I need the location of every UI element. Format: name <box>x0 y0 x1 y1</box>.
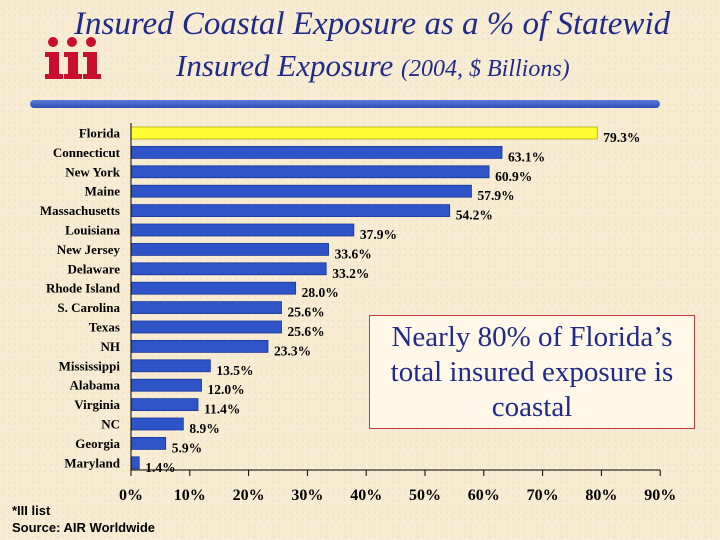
chart-title-units: (2004, $ Billions) <box>401 56 570 82</box>
x-tick-label: 30% <box>291 487 323 504</box>
bar <box>130 126 598 140</box>
category-label: Connecticut <box>53 145 121 160</box>
data-label: 13.5% <box>216 363 253 378</box>
bar <box>130 359 211 373</box>
bar <box>130 320 282 334</box>
bar <box>130 436 167 450</box>
callout-box: Nearly 80% of Florida’s total insured ex… <box>369 315 695 429</box>
x-tick-label: 40% <box>350 487 382 504</box>
bar <box>130 165 490 179</box>
bar <box>130 223 355 237</box>
bar <box>130 204 451 218</box>
x-tick-label: 60% <box>468 487 500 504</box>
category-label: Alabama <box>69 378 120 393</box>
chart-title-line2: Insured Exposure (2004, $ Billions) <box>176 48 720 84</box>
data-label: 33.6% <box>335 246 372 261</box>
category-label: Maine <box>85 184 121 199</box>
data-label: 5.9% <box>172 440 202 455</box>
data-label: 79.3% <box>603 130 640 145</box>
footnote-source: Source: AIR Worldwide <box>12 520 156 535</box>
data-label: 23.3% <box>274 343 311 358</box>
bar <box>130 301 282 315</box>
bar <box>130 339 269 353</box>
x-tick-label: 20% <box>233 487 265 504</box>
category-label: Virginia <box>74 397 120 412</box>
category-label: Delaware <box>68 261 121 276</box>
data-label: 63.1% <box>508 149 545 164</box>
bar <box>130 417 184 431</box>
title-divider <box>30 100 660 108</box>
category-label: Mississippi <box>59 358 121 373</box>
bar <box>130 184 472 198</box>
data-label: 11.4% <box>204 402 240 417</box>
category-label: NH <box>101 339 121 354</box>
bar <box>130 281 297 295</box>
x-tick-label: 0% <box>119 487 143 504</box>
x-tick-label: 90% <box>644 487 676 504</box>
bar <box>130 242 329 256</box>
category-label: NC <box>101 417 120 432</box>
data-label: 1.4% <box>145 460 175 475</box>
category-label: Rhode Island <box>46 281 121 296</box>
callout-text: Nearly 80% of Florida’s total insured ex… <box>390 320 674 423</box>
iii-logo-icon <box>45 37 101 79</box>
category-label: Georgia <box>75 436 120 451</box>
data-label: 57.9% <box>477 188 514 203</box>
category-label: Texas <box>89 320 120 335</box>
data-label: 25.6% <box>288 305 325 320</box>
category-label: S. Carolina <box>57 300 120 315</box>
data-label: 25.6% <box>288 324 325 339</box>
chart-title-main: Insured Exposure <box>176 48 401 83</box>
data-label: 54.2% <box>456 208 493 223</box>
data-label: 37.9% <box>360 227 397 242</box>
data-label: 28.0% <box>302 285 339 300</box>
category-label: Maryland <box>64 455 120 470</box>
bar <box>130 378 202 392</box>
x-tick-label: 10% <box>174 487 206 504</box>
category-label: New York <box>65 164 121 179</box>
x-tick-label: 80% <box>585 487 617 504</box>
bar <box>130 456 140 470</box>
data-label: 60.9% <box>495 169 532 184</box>
category-label: Louisiana <box>65 223 120 238</box>
bar <box>130 262 327 276</box>
data-label: 12.0% <box>208 382 245 397</box>
data-label: 33.2% <box>332 266 369 281</box>
x-tick-label: 70% <box>527 487 559 504</box>
x-tick-label: 50% <box>409 487 441 504</box>
footnote-list: *III list <box>12 503 51 518</box>
bar <box>130 398 199 412</box>
category-label: Massachusetts <box>40 203 120 218</box>
chart-title-line1: Insured Coastal Exposure as a % of State… <box>74 6 671 42</box>
category-label: Florida <box>79 126 121 141</box>
data-label: 8.9% <box>189 421 219 436</box>
category-label: New Jersey <box>57 242 121 257</box>
bar <box>130 145 503 159</box>
